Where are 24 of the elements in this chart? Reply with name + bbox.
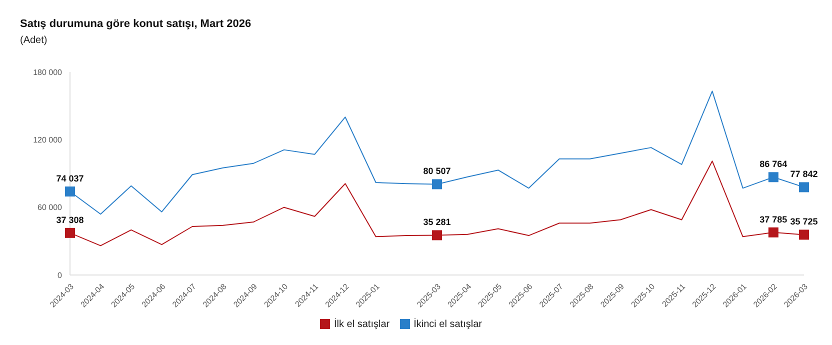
chart-subtitle: (Adet) — [20, 35, 48, 46]
point — [65, 228, 75, 238]
data-label: 86 764 — [760, 159, 788, 170]
point — [432, 179, 442, 190]
point — [799, 230, 809, 240]
point — [432, 230, 442, 240]
legend-label: İlk el satışlar — [334, 319, 390, 330]
data-label: 35 725 — [790, 216, 818, 227]
data-label: 77 842 — [790, 169, 818, 180]
data-label: 74 037 — [56, 174, 84, 184]
point — [799, 182, 809, 192]
legend-label: İkinci el satışlar — [414, 319, 482, 330]
data-label: 80 507 — [423, 166, 451, 176]
data-label: 37 308 — [56, 214, 84, 225]
y-tick-label: 120 000 — [33, 136, 63, 145]
y-tick-label: 180 000 — [33, 68, 63, 77]
y-tick-label: 60 000 — [38, 203, 63, 212]
point — [768, 227, 778, 238]
data-label: 37 785 — [760, 214, 788, 224]
point — [65, 186, 75, 197]
data-label: 35 281 — [423, 217, 451, 228]
y-tick-label: 0 — [58, 270, 63, 280]
chart-title: Satış durumuna göre konut satışı, Mart 2026 — [20, 18, 252, 30]
point — [768, 172, 778, 182]
